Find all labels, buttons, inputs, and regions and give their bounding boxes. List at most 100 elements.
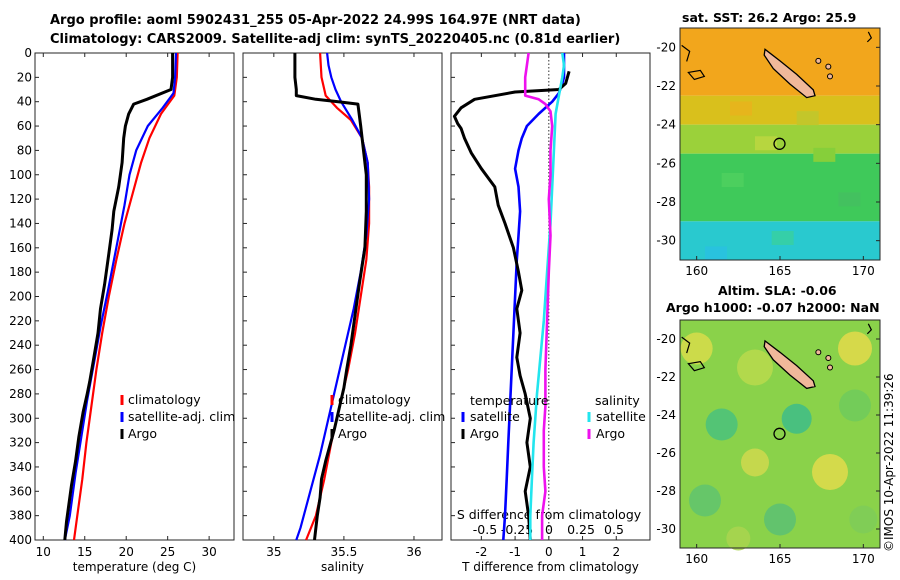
sst-texture-patch [755,136,777,151]
sla-lat-tick-label: -30 [656,522,676,536]
sst-map-group [680,28,880,261]
sst-map-title: sat. SST: 26.2 Argo: 25.9 [682,10,857,25]
sst-argo-location [773,137,786,150]
depth-ytick-label: 80 [17,143,32,157]
sla-map-title-line2: Argo h1000: -0.07 h2000: NaN [666,300,880,315]
tdiff-axis-label: T difference from climatology [461,560,639,574]
sla-reef-outline [681,336,706,372]
diff-legend-label: satellite [596,409,646,424]
depth-ytick-label: 160 [9,241,32,255]
sst-loyalty-island [815,57,822,64]
sla-lon-tick-label: 165 [769,552,792,566]
sst-lat-tick-label: -28 [656,195,676,209]
sst-lat-tick-label: -22 [656,79,676,93]
sst-texture-patch [721,173,744,187]
sla-anomaly-blob [812,454,848,490]
panel-differences-frame [450,52,651,541]
sst-lon-tick-label: 165 [769,264,792,278]
tdiff-xtick-label: 1 [579,545,587,559]
depth-ytick-label: 400 [9,533,32,547]
temperature-axis-label: temperature (deg C) [73,560,196,574]
sdiff-tick-label: 0.5 [604,522,624,537]
sst-lat-tick-label: -20 [656,40,676,54]
sst-lon-tick-label: 160 [685,264,708,278]
salinity-line-argo [293,53,368,541]
sla-anomaly-blob [737,349,773,386]
sla-lat-tick-label: -28 [656,484,676,498]
sst-texture-patch [730,101,752,116]
temperature-line-argo [63,53,175,541]
depth-ytick-label: 60 [17,119,32,133]
depth-ytick-label: 380 [9,509,32,523]
temperature-line-satellite-adj-clim [63,52,178,541]
sla-lat-tick-label: -26 [656,446,676,460]
sst-texture-patch [796,111,819,126]
sst-lat-tick-label: -24 [656,118,676,132]
sst-loyalty-island [825,63,832,70]
figure-title-line2: Climatology: CARS2009. Satellite-adj cli… [50,32,621,47]
depth-ytick-label: 200 [9,290,32,304]
diff-legend-label: satellite [470,409,520,424]
diff-legend-label: Argo [596,426,625,441]
temperature-legend-label: climatology [128,392,201,407]
depth-ytick-label: 340 [9,460,32,474]
temperature-xtick-label: 15 [77,545,92,559]
sla-reef-outline-east [866,323,873,335]
temperature-xtick-label: 30 [201,545,216,559]
temperature-xtick-label: 10 [36,545,51,559]
depth-ytick-label: 40 [17,95,32,109]
sst-lat-tick-label: -30 [656,234,676,248]
tdiff-xtick-label: 2 [612,545,620,559]
salinity-xtick-label: 35.5 [331,545,358,559]
sla-lon-tick-label: 170 [852,552,875,566]
sla-map-title-line1: Altim. SLA: -0.06 [718,283,837,298]
sst-lat-tick-label: -26 [656,156,676,170]
salinity-legend-label: Argo [338,426,367,441]
depth-ytick-label: 140 [9,216,32,230]
sst-new-caledonia [763,48,816,99]
diff-line-salinity-argo [523,52,554,540]
sst-texture-patch [838,192,861,207]
sla-argo-location [773,427,786,440]
sla-anomaly-blob [741,448,769,477]
salinity-xtick-label: 35 [266,545,281,559]
sla-loyalty-island [825,355,832,361]
sla-anomaly-blob [726,526,751,551]
depth-ytick-label: 280 [9,387,32,401]
depth-ytick-label: 0 [24,46,32,60]
sla-anomaly-blob [764,503,796,536]
tdiff-xtick-label: -1 [509,545,521,559]
diff-line-temperature-argo [452,70,571,541]
diff-legend-label: Argo [470,426,499,441]
sdiff-tick-label: -0.5 [473,522,497,537]
temperature-line-climatology [72,52,179,541]
sla-anomaly-blob [705,408,738,441]
sst-reef-outline [681,44,706,81]
tdiff-xtick-label: 0 [545,545,553,559]
sla-map-group [680,320,880,551]
depth-ytick-label: 20 [17,70,32,84]
depth-ytick-label: 240 [9,338,32,352]
sla-anomaly-blob [838,331,872,366]
depth-ytick-label: 220 [9,314,32,328]
salinity-xtick-label: 36 [406,545,421,559]
depth-ytick-label: 100 [9,168,32,182]
sdiff-tick-label: 0.25 [567,522,595,537]
diff-line-temperature-satellite [502,53,566,541]
depth-ytick-label: 260 [9,363,32,377]
sdiff-axis-label: S difference from climatology [457,507,642,522]
salinity-legend-label: climatology [338,392,411,407]
sst-texture-patch [705,246,727,261]
sdiff-tick-label: 0 [545,522,553,537]
depth-ytick-label: 180 [9,265,32,279]
sdiff-tick-label: -0.25 [501,522,533,537]
sst-texture-patch [771,231,794,245]
figure-title-line1: Argo profile: aoml 5902431_255 05-Apr-20… [50,13,581,28]
sla-loyalty-island [827,364,833,371]
depth-ytick-label: 300 [9,411,32,425]
sst-reef-outline-east [866,31,873,43]
sla-anomaly-blob [781,403,812,434]
temperature-xtick-label: 25 [160,545,175,559]
depth-ytick-label: 360 [9,484,32,498]
